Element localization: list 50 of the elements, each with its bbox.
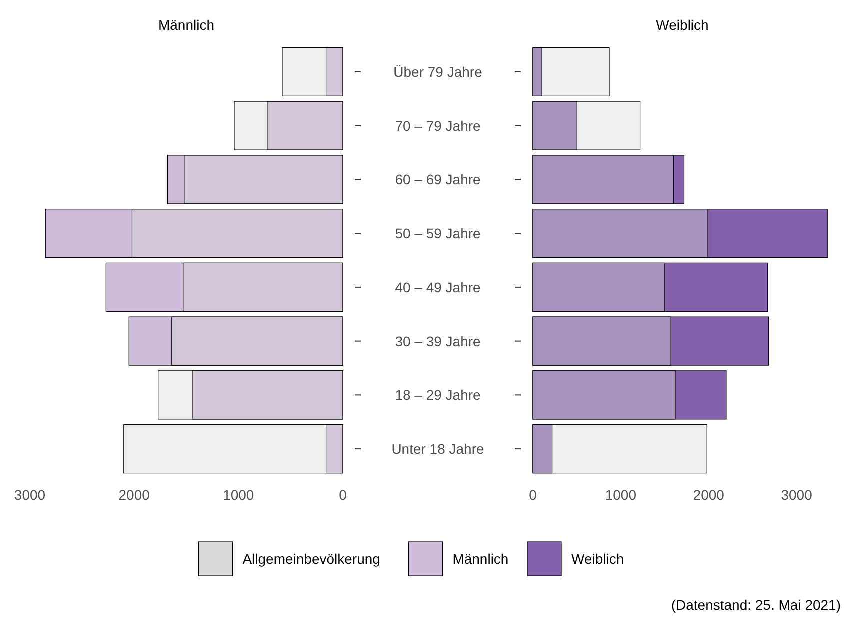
bar	[234, 101, 344, 150]
bar	[532, 47, 610, 96]
bar	[532, 424, 708, 474]
bar	[183, 262, 344, 312]
y-tick-label: 40 – 49 Jahre	[395, 279, 482, 296]
x-tick-label: 0	[339, 487, 348, 503]
bar	[124, 424, 344, 474]
x-tick-label: 1000	[223, 487, 254, 503]
text: Allgemeinbevölkerung	[242, 551, 380, 567]
y-tick-label: 30 – 39 Jahre	[395, 333, 482, 350]
bar	[106, 262, 344, 312]
bar	[532, 101, 641, 150]
x-tick-label: 2000	[693, 487, 725, 503]
y-tick-label: 18 – 29 Jahre	[395, 387, 482, 404]
bar	[532, 370, 676, 420]
bar	[282, 47, 344, 96]
x-tick-label: 0	[529, 487, 538, 503]
bar	[532, 262, 666, 312]
bar	[532, 316, 769, 366]
x-tick-label: 3000	[14, 487, 46, 503]
bar	[532, 47, 542, 96]
y-tick-label: 70 – 79 Jahre	[395, 118, 482, 134]
y-tick-label: 50 – 59 Jahre	[395, 226, 482, 242]
x-tick-label: 1000	[605, 487, 637, 503]
bar	[268, 101, 344, 150]
chart-title: Weiblich	[656, 17, 709, 33]
bar	[192, 370, 344, 420]
chart-title: Männlich	[158, 17, 215, 33]
x-tick-label: 3000	[781, 487, 813, 503]
bar	[45, 209, 344, 258]
bar	[326, 47, 344, 96]
bar	[128, 316, 344, 366]
y-tick-label: Unter 18 Jahre	[392, 441, 485, 458]
bar	[532, 101, 578, 150]
x-tick-label: 2000	[118, 487, 150, 503]
bar	[158, 370, 344, 420]
bar	[172, 316, 344, 366]
bar	[532, 370, 727, 420]
y-tick-label: 60 – 69 Jahre	[395, 172, 482, 188]
bar	[532, 424, 553, 474]
bar	[532, 209, 828, 258]
bar	[532, 262, 768, 312]
bar	[326, 424, 344, 474]
text: Männlich	[452, 551, 509, 567]
text: (Datenstand: 25. Mai 2021)	[671, 597, 841, 613]
bar	[532, 316, 672, 366]
y-tick-label: Über 79 Jahre	[394, 64, 483, 80]
bar	[132, 209, 344, 258]
text: Weiblich	[572, 551, 624, 567]
bar	[532, 209, 708, 258]
